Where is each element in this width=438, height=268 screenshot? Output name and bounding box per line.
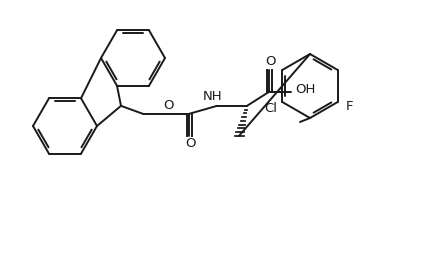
Text: OH: OH <box>295 83 315 96</box>
Text: F: F <box>346 99 353 113</box>
Text: O: O <box>265 55 275 68</box>
Text: Cl: Cl <box>264 102 277 114</box>
Text: O: O <box>185 137 195 150</box>
Text: NH: NH <box>203 90 223 103</box>
Text: O: O <box>163 99 173 112</box>
